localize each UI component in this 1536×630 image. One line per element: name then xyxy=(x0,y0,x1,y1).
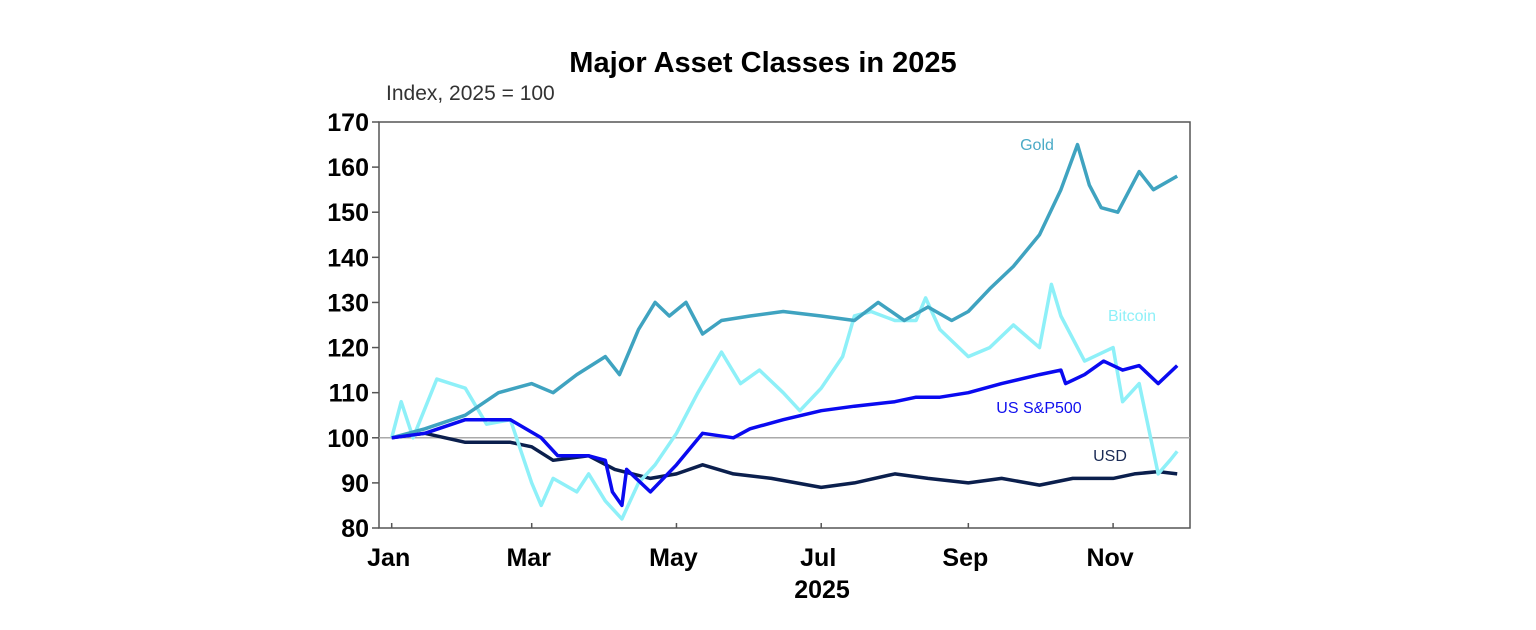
y-tick-label: 170 xyxy=(327,109,369,137)
chart-title: Major Asset Classes in 2025 xyxy=(569,47,956,79)
x-tick-label: Mar xyxy=(506,544,551,572)
plot-frame xyxy=(378,121,1191,529)
y-tick-label: 110 xyxy=(329,380,369,408)
y-tick-label: 160 xyxy=(327,154,369,182)
x-tick-label: May xyxy=(649,544,698,572)
series-line-us-s-p500 xyxy=(391,359,1179,508)
series-label: USD xyxy=(1093,448,1127,465)
y-tick-label: 120 xyxy=(327,335,369,363)
y-tick-label: 90 xyxy=(341,470,369,498)
x-axis-label: 2025 xyxy=(794,576,850,604)
y-tick-label: 130 xyxy=(327,289,369,317)
y-tick-label: 80 xyxy=(341,515,369,543)
x-tick-label: Jul xyxy=(800,544,836,572)
series-line-bitcoin xyxy=(390,282,1179,521)
y-tick-label: 150 xyxy=(327,199,369,227)
y-tick-label: 140 xyxy=(327,244,369,272)
series-label: US S&P500 xyxy=(996,400,1081,417)
series-label: Gold xyxy=(1020,137,1054,154)
x-tick-label: Sep xyxy=(942,544,988,572)
y-tick-label: 100 xyxy=(327,425,369,453)
series-line-gold xyxy=(391,142,1179,440)
series-line-usd xyxy=(391,431,1178,490)
x-tick-label: Nov xyxy=(1086,544,1133,572)
series-label: Bitcoin xyxy=(1108,308,1156,325)
x-tick-label: Jan xyxy=(367,544,410,572)
chart-subtitle: Index, 2025 = 100 xyxy=(386,82,555,105)
